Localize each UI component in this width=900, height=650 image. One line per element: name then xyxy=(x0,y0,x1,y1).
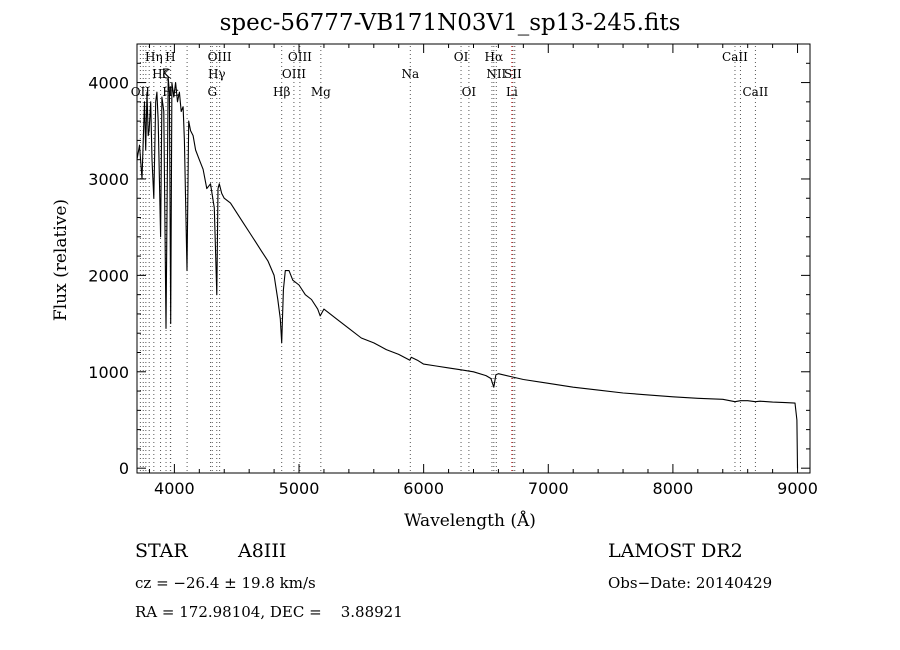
x-tick-label: 5000 xyxy=(279,479,320,498)
line-label: CaII xyxy=(742,85,768,99)
line-label: OI xyxy=(454,50,469,64)
x-axis-label: Wavelength (Å) xyxy=(404,511,536,531)
obs-date: Obs−Date: 20140429 xyxy=(608,574,773,592)
line-label: OIII xyxy=(282,67,306,81)
spectrum-series xyxy=(136,77,799,469)
plot-axes: 4000 5000 6000 7000 8000 9000 0 1000 2000 3000 400… xyxy=(88,43,818,498)
x-tick-label: 6000 xyxy=(403,479,444,498)
line-label: OII xyxy=(131,85,151,99)
y-tick-label: 3000 xyxy=(88,170,129,189)
survey-name: LAMOST DR2 xyxy=(608,540,743,562)
x-tick-label: 9000 xyxy=(777,479,818,498)
line-label: Hζ xyxy=(152,67,169,81)
line-label: Hγ xyxy=(208,67,226,81)
line-label: Hη xyxy=(145,50,163,64)
line-label: Li xyxy=(506,85,518,99)
x-tick-label: 4000 xyxy=(154,479,195,498)
plot-frame xyxy=(136,43,811,474)
line-label: H xyxy=(165,50,175,64)
line-label: Na xyxy=(401,67,419,81)
coordinates-text: RA = 172.98104, DEC = 3.88921 xyxy=(135,603,403,621)
line-label: OIII xyxy=(288,50,312,64)
y-axis-label: Flux (relative) xyxy=(51,198,71,322)
y-tick-label: 4000 xyxy=(88,74,129,93)
line-label: OI xyxy=(462,85,477,99)
line-label: Hα xyxy=(485,50,504,64)
y-tick-label: 2000 xyxy=(88,266,129,285)
object-subclass: A8III xyxy=(238,540,287,562)
line-label: Mg xyxy=(311,85,331,99)
spectral-line-markers xyxy=(139,46,756,473)
chart-title: spec-56777-VB171N03V1_sp13-245.fits xyxy=(219,10,681,36)
line-label: G xyxy=(207,85,217,99)
line-label: SII xyxy=(504,67,522,81)
x-tick-label: 8000 xyxy=(653,479,694,498)
line-label: K xyxy=(162,67,172,81)
line-label: OIII xyxy=(208,50,232,64)
line-label: Hβ xyxy=(273,85,290,99)
redshift-text: cz = −26.4 ± 19.8 km/s xyxy=(135,574,316,592)
object-class: STAR xyxy=(135,540,188,562)
y-tick-label: 0 xyxy=(119,459,129,478)
spectrum-line xyxy=(136,77,799,469)
y-tick-label: 1000 xyxy=(88,363,129,382)
x-tick-label: 7000 xyxy=(528,479,569,498)
line-label: CaII xyxy=(722,50,748,64)
line-label: Hε xyxy=(162,85,179,99)
line-label: NII xyxy=(486,67,506,81)
